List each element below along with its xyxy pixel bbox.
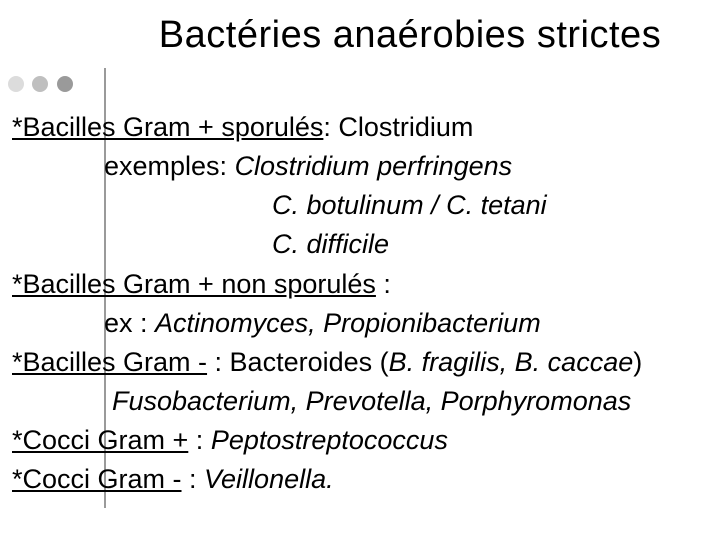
line-6: ex : Actinomyces, Propionibacterium (12, 304, 642, 343)
line-3: C. botulinum / C. tetani (12, 186, 642, 225)
line-8: Fusobacterium, Prevotella, Porphyromonas (12, 382, 642, 421)
heading-bacilles-gram-plus-sporules: *Bacilles Gram + sporulés (12, 112, 323, 142)
line-7: *Bacilles Gram - : Bacteroides (B. fragi… (12, 343, 642, 382)
line-9: *Cocci Gram + : Peptostreptococcus (12, 421, 642, 460)
line-10: *Cocci Gram - : Veillonella. (12, 460, 642, 499)
dot-icon (8, 76, 24, 92)
heading-bacilles-gram-plus-non-sporules: *Bacilles Gram + non sporulés (12, 269, 376, 299)
dot-icon (57, 76, 73, 92)
line-5: *Bacilles Gram + non sporulés : (12, 265, 642, 304)
heading-cocci-gram-minus: *Cocci Gram - (12, 464, 182, 494)
line-1: *Bacilles Gram + sporulés: Clostridium (12, 108, 642, 147)
heading-cocci-gram-plus: *Cocci Gram + (12, 425, 188, 455)
heading-bacilles-gram-minus: *Bacilles Gram - (12, 347, 207, 377)
line-2: exemples: Clostridium perfringens (12, 147, 642, 186)
bullet-decor (8, 76, 77, 97)
slide-title: Bactéries anaérobies strictes (0, 0, 720, 57)
dot-icon (32, 76, 48, 92)
slide-body: *Bacilles Gram + sporulés: Clostridium e… (12, 108, 642, 499)
line-4: C. difficile (12, 225, 642, 264)
